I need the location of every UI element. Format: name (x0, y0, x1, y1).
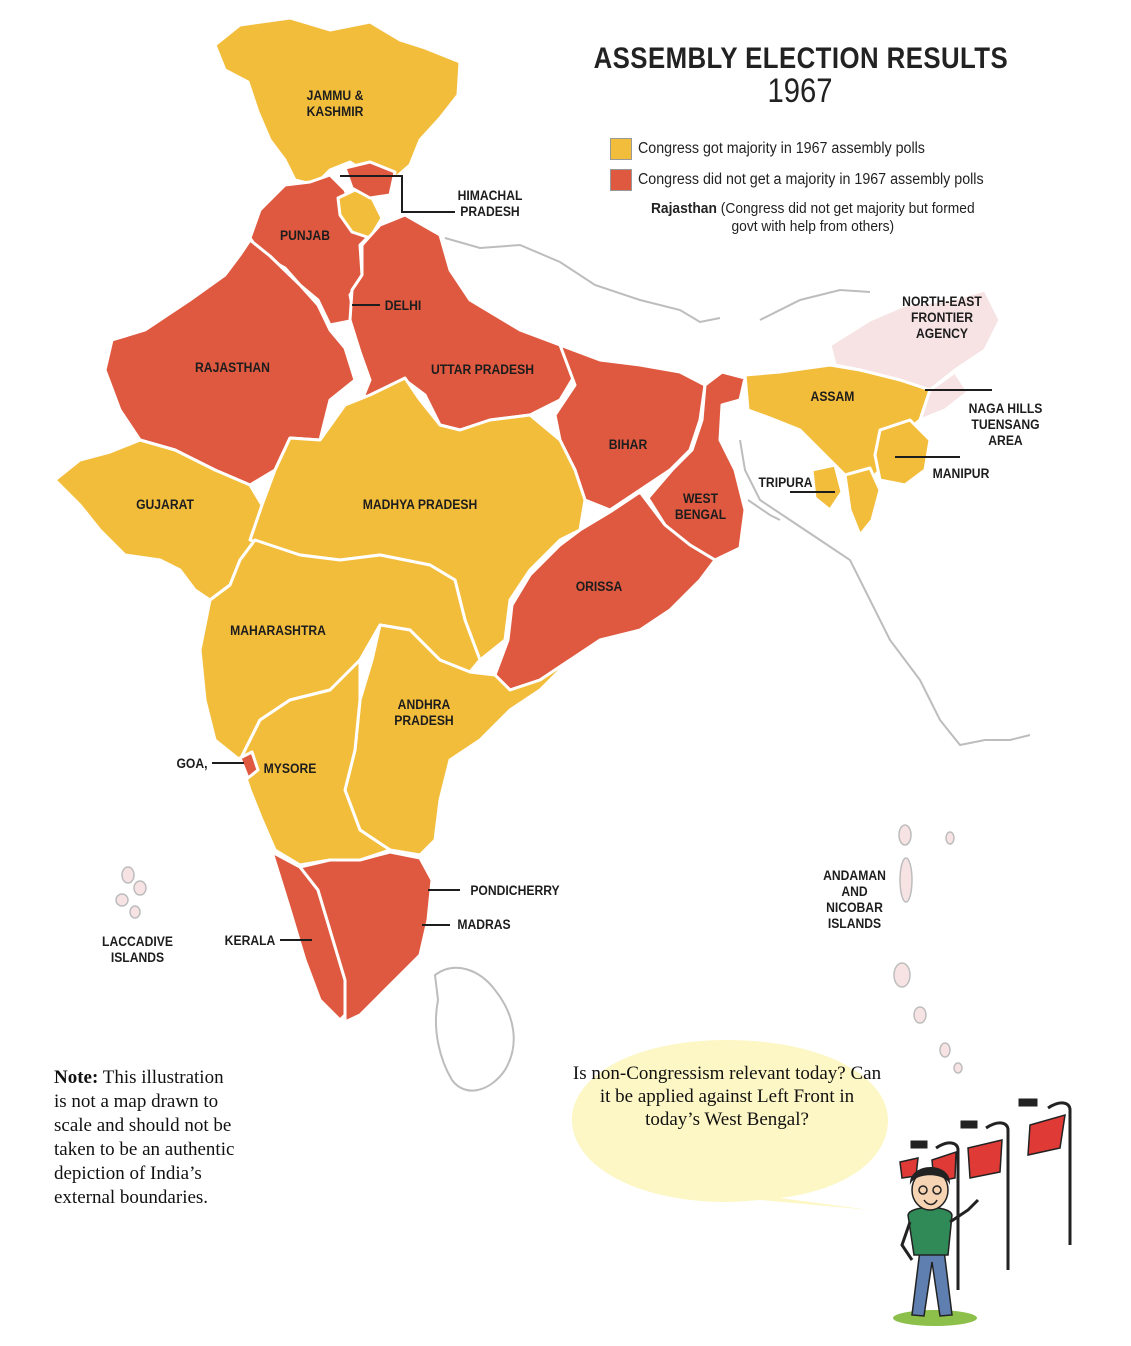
legend-rajasthan-bold: Rajasthan (650, 200, 717, 217)
islands (115, 824, 963, 1074)
label-rajasthan: RAJASTHAN (195, 360, 270, 375)
label-andaman-nicobar: ANDAMAN AND NICOBAR ISLANDS (823, 868, 886, 931)
label-uttar-pradesh: UTTAR PRADESH (430, 362, 535, 377)
state-mysore (238, 658, 392, 867)
label-madhya-pradesh: MADHYA PRADESH (362, 497, 478, 512)
states (53, 16, 1002, 1024)
speech-bubble: Is non-Congressism relevant today? Can i… (572, 1046, 882, 1196)
label-madras: MADRAS (457, 917, 511, 932)
red-flags (899, 1113, 1066, 1183)
state-naga-hills (918, 370, 970, 422)
legend-rajasthan-text: (Congress did not get majority but forme… (720, 200, 975, 235)
state-tripura (810, 463, 844, 512)
label-assam: ASSAM (810, 389, 855, 404)
legend-item-no-majority: Congress did not get a majority in 1967 … (610, 169, 1030, 191)
lamp-posts-illustration (910, 1098, 1072, 1290)
state-manipur (873, 418, 932, 487)
legend-rajasthan-note: Rajasthan (Congress did not get majority… (638, 200, 988, 236)
label-punjab: PUNJAB (280, 228, 330, 243)
label-laccadive-islands: LACCADIVE ISLANDS (102, 934, 173, 965)
map-disclaimer: Note: This illustration is not a map dra… (54, 1066, 239, 1210)
label-mysore: MYSORE (263, 761, 317, 776)
label-nefa: NORTH-EAST FRONTIER AGENCY (902, 294, 982, 341)
state-madras (298, 850, 434, 1024)
legend-label-majority: Congress got majority in 1967 assembly p… (638, 140, 925, 157)
state-goa (238, 750, 260, 780)
legend-swatch-red (610, 169, 632, 191)
state-jammu-kashmir (213, 16, 462, 187)
label-goa: GOA, (176, 756, 208, 771)
cartoon-girl (893, 1166, 980, 1326)
legend-item-majority: Congress got majority in 1967 assembly p… (610, 138, 1030, 160)
state-bihar (553, 343, 707, 512)
map-title: ASSEMBLY ELECTION RESULTS (593, 42, 1009, 75)
label-naga-hills: NAGA HILLS TUENSANG AREA (968, 401, 1043, 448)
map-title-block: ASSEMBLY ELECTION RESULTS 1967 (560, 42, 1040, 111)
label-maharashtra: MAHARASHTRA (230, 623, 326, 638)
legend-swatch-yellow (610, 138, 632, 160)
speech-bubble-shape (572, 1040, 888, 1210)
label-kerala: KERALA (224, 933, 276, 948)
disclaimer-text: This illustration is not a map drawn to … (54, 1067, 235, 1208)
neighbour-outlines (433, 237, 1031, 1092)
label-tripura: TRIPURA (758, 475, 813, 490)
speech-bubble-text: Is non-Congressism relevant today? Can i… (572, 1063, 882, 1130)
state-west-bengal (646, 370, 747, 562)
label-pondicherry: PONDICHERRY (470, 883, 560, 898)
state-assam-south (843, 466, 882, 537)
disclaimer-bold: Note: (54, 1067, 99, 1088)
legend-label-no-majority: Congress did not get a majority in 1967 … (638, 171, 984, 188)
label-manipur: MANIPUR (932, 466, 990, 481)
label-himachal-pradesh: HIMACHAL PRADESH (457, 188, 523, 219)
label-jammu-kashmir: JAMMU & KASHMIR (306, 88, 364, 119)
leader-lines (212, 175, 992, 941)
label-gujarat: GUJARAT (136, 497, 194, 512)
label-andhra-pradesh: ANDHRA PRADESH (394, 697, 454, 728)
state-orissa (493, 490, 717, 692)
state-hp-north (343, 160, 397, 200)
map-year: 1967 (767, 72, 833, 110)
legend: Congress got majority in 1967 assembly p… (610, 138, 1030, 236)
label-delhi: DELHI (384, 298, 422, 313)
label-west-bengal: WEST BENGAL (674, 491, 727, 522)
label-orissa: ORISSA (575, 579, 623, 594)
label-bihar: BIHAR (608, 437, 648, 452)
